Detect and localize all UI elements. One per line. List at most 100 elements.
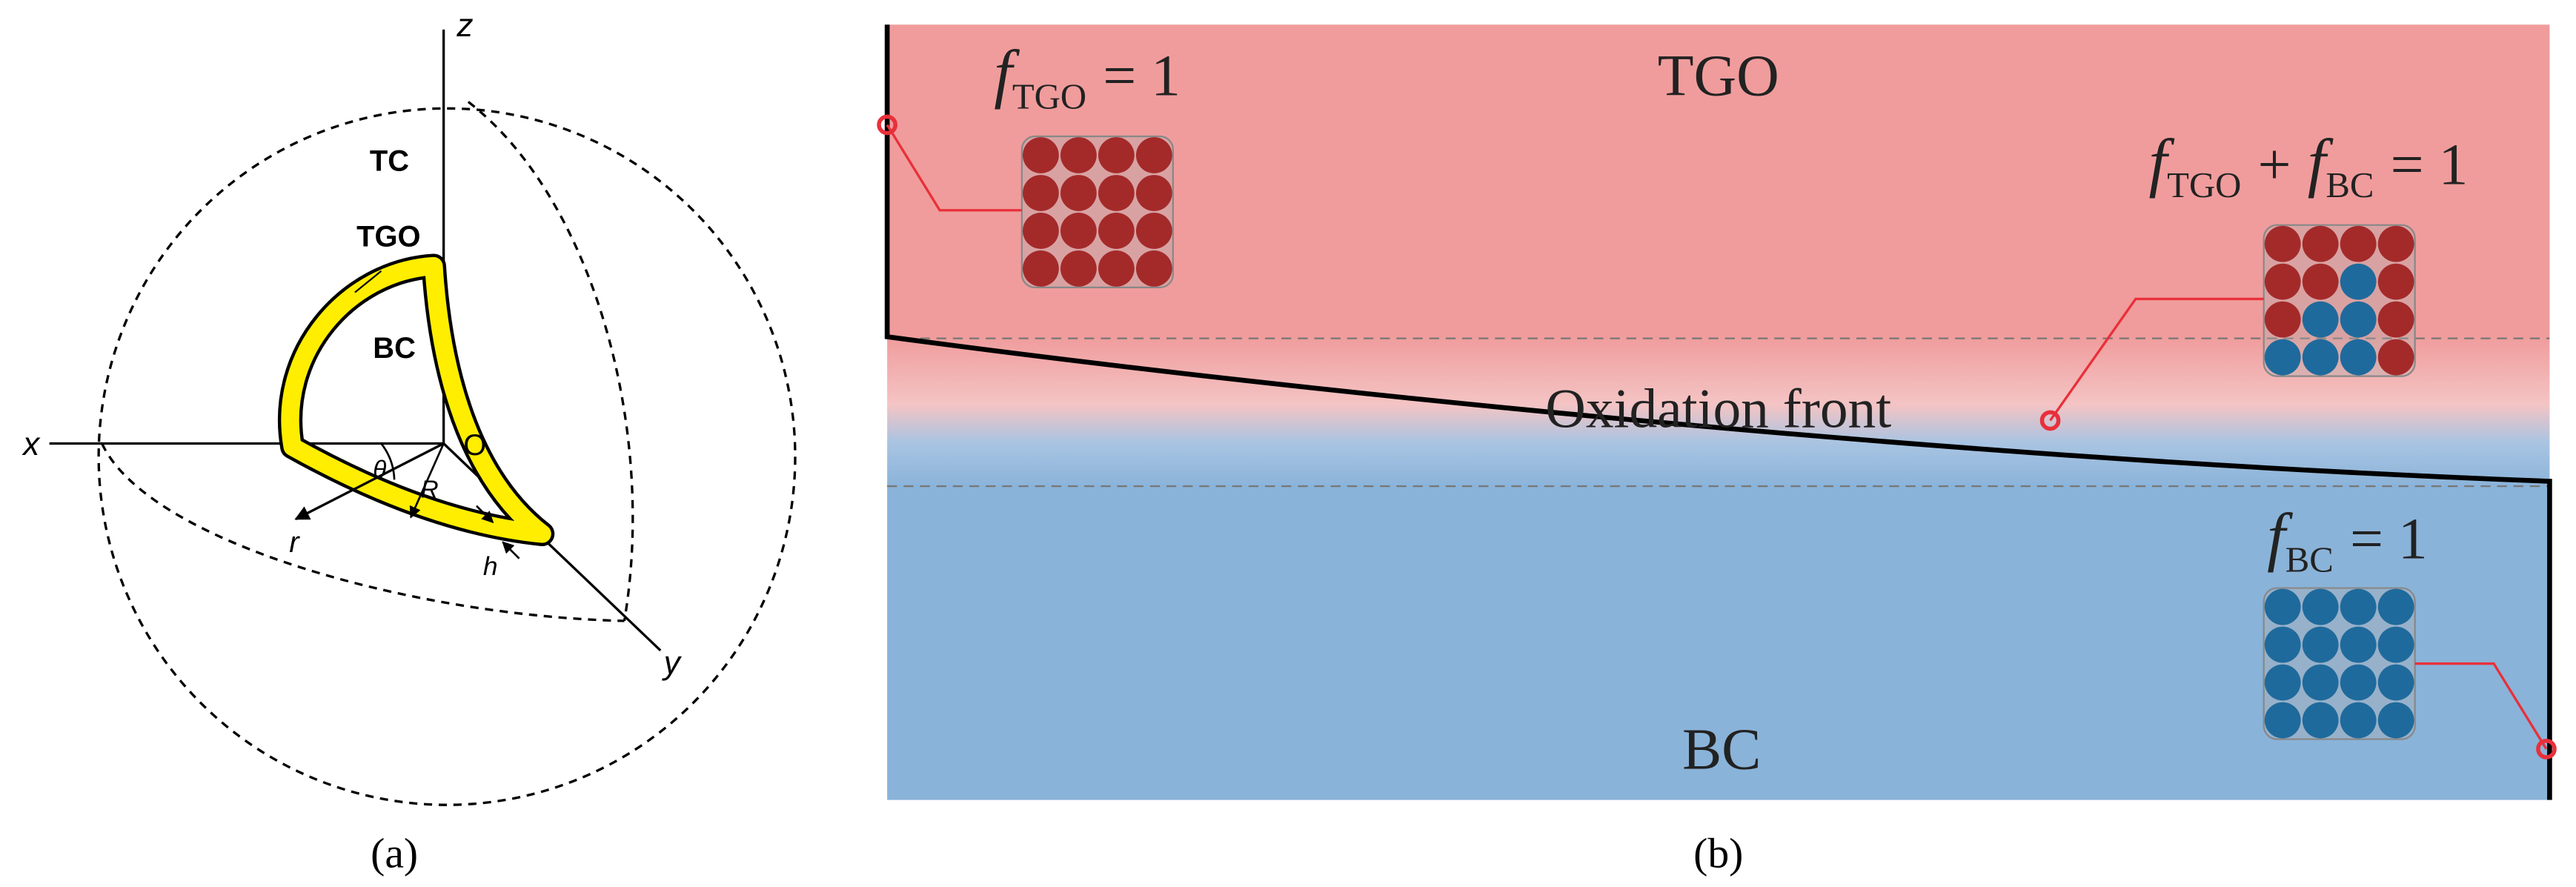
panel-a <box>49 29 797 806</box>
panel-a-labels: z x y TC TGO BC O θ R r h <box>21 7 683 681</box>
h-arrow <box>502 541 520 559</box>
axis-label: z <box>456 7 473 44</box>
eq-operator: + <box>2258 132 2291 197</box>
particle <box>2264 702 2301 739</box>
symbol-label: h <box>483 551 498 581</box>
region-label: TGO <box>356 221 420 253</box>
particle <box>1098 137 1135 173</box>
r-arrow <box>294 442 445 520</box>
particle-box <box>1020 135 1174 289</box>
particle <box>1098 213 1135 249</box>
particle <box>2340 588 2377 625</box>
axis-label: x <box>21 426 41 462</box>
particle <box>2264 263 2301 300</box>
particle <box>2377 702 2414 739</box>
particle <box>1060 175 1097 211</box>
particle <box>2264 664 2301 701</box>
region-label: BC <box>1682 717 1761 782</box>
callouts <box>877 114 2557 760</box>
callout-point <box>2039 410 2061 431</box>
particle <box>2302 588 2339 625</box>
region-label: TC <box>370 145 409 178</box>
callout-point <box>877 114 897 136</box>
particle <box>1023 175 1059 211</box>
equation: fTGO = 1 <box>994 38 1181 117</box>
particle <box>1135 137 1172 173</box>
equation: fBC = 1 <box>2267 501 2428 580</box>
region-label: BC <box>373 332 416 365</box>
symbol-label: R <box>421 476 439 504</box>
particle-box <box>2263 224 2416 377</box>
particle <box>2264 339 2301 376</box>
dashed-sphere <box>97 107 797 806</box>
particle <box>1135 250 1172 287</box>
particle <box>2264 301 2301 338</box>
region-label: TGO <box>1658 44 1779 109</box>
particle <box>2377 588 2414 625</box>
eq-rhs: = 1 <box>2350 507 2428 572</box>
eq-subscript: BC <box>2326 165 2374 205</box>
particle <box>2377 301 2414 338</box>
panel-b-labels: TGO Oxidation front BC fTGO = 1 fTGO + fBC =… <box>994 38 2468 783</box>
callout-line <box>2414 662 2548 750</box>
particle <box>2340 301 2377 338</box>
particle <box>1135 175 1172 211</box>
caption: (a) <box>371 830 418 877</box>
dashed-equator <box>101 442 625 622</box>
theta-arc <box>380 442 396 480</box>
particle <box>2340 664 2377 701</box>
particle <box>2302 626 2339 663</box>
particle <box>2264 588 2301 625</box>
particle <box>2377 339 2414 376</box>
particle <box>2340 225 2377 262</box>
interface-line <box>884 24 2552 800</box>
eq-subscript: BC <box>2285 539 2334 579</box>
symbol-label: r <box>289 526 300 559</box>
particle <box>1023 137 1059 173</box>
particle <box>1060 137 1097 173</box>
axis-label: y <box>662 645 683 681</box>
particle <box>2377 664 2414 701</box>
particle <box>2340 339 2377 376</box>
particle <box>2264 626 2301 663</box>
particle <box>2377 626 2414 663</box>
particle <box>1023 213 1059 249</box>
eq-subscript: TGO <box>2167 165 2241 205</box>
particle <box>1135 213 1172 249</box>
particle <box>2340 263 2377 300</box>
particle <box>2302 339 2339 376</box>
eq-subscript: TGO <box>1012 76 1086 116</box>
callout-line <box>886 124 1022 212</box>
equation: fTGO + fBC = 1 <box>2149 126 2469 205</box>
caption: (b) <box>1693 830 1743 877</box>
particle <box>2302 263 2339 300</box>
panel-b <box>877 24 2557 800</box>
particle <box>2302 225 2339 262</box>
particle <box>1098 250 1135 287</box>
region-label: Oxidation front <box>1545 378 1891 439</box>
tgo-layer <box>281 256 551 543</box>
eq-rhs: = 1 <box>2391 132 2469 197</box>
callout-line <box>2049 297 2264 422</box>
particle <box>2340 702 2377 739</box>
particle <box>2340 626 2377 663</box>
tgo-leader <box>354 270 382 293</box>
particle <box>1098 175 1135 211</box>
particle <box>2377 225 2414 262</box>
particle <box>2302 664 2339 701</box>
dashed-meridian <box>467 101 634 622</box>
particle <box>2264 225 2301 262</box>
eq-rhs: = 1 <box>1103 44 1181 109</box>
particle <box>2302 702 2339 739</box>
callout-point <box>2536 738 2557 760</box>
particle <box>2302 301 2339 338</box>
origin-label: O <box>463 429 486 462</box>
particle <box>1023 250 1059 287</box>
h-arrow <box>476 505 494 524</box>
symbol-label: θ <box>373 456 386 484</box>
R-arrow <box>409 442 445 519</box>
particle <box>2377 263 2414 300</box>
particle <box>1060 250 1097 287</box>
particle <box>1060 213 1097 249</box>
